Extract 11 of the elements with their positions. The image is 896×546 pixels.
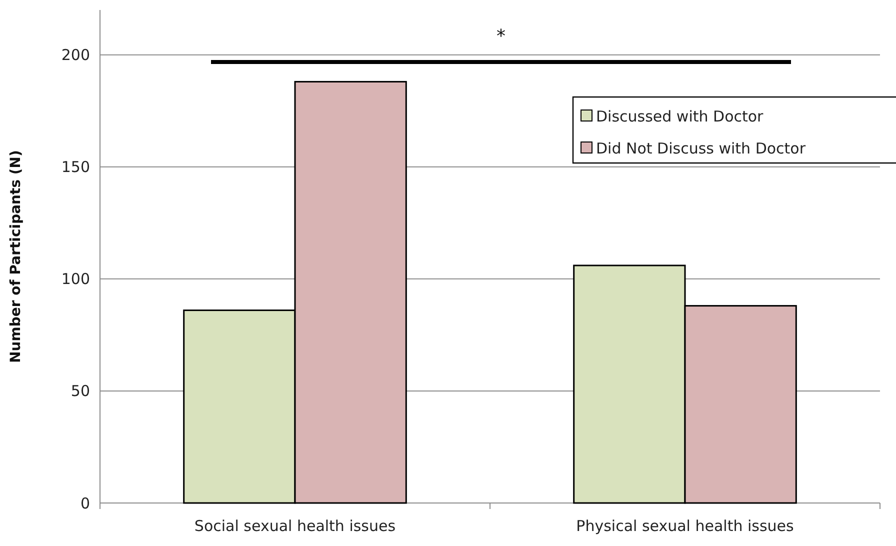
legend-label: Discussed with Doctor bbox=[596, 107, 764, 126]
y-tick-label: 100 bbox=[61, 270, 90, 288]
legend-label: Did Not Discuss with Doctor bbox=[596, 139, 806, 158]
x-tick-label: Physical sexual health issues bbox=[576, 517, 794, 535]
annotation: * bbox=[496, 26, 506, 47]
y-tick-label: 0 bbox=[80, 494, 90, 512]
y-tick-label: 200 bbox=[61, 46, 90, 64]
x-tick-label: Social sexual health issues bbox=[194, 517, 396, 535]
y-axis-title: Number of Participants (N) bbox=[8, 150, 24, 363]
y-tick-label: 50 bbox=[70, 382, 90, 400]
y-tick-label: 150 bbox=[61, 158, 90, 176]
